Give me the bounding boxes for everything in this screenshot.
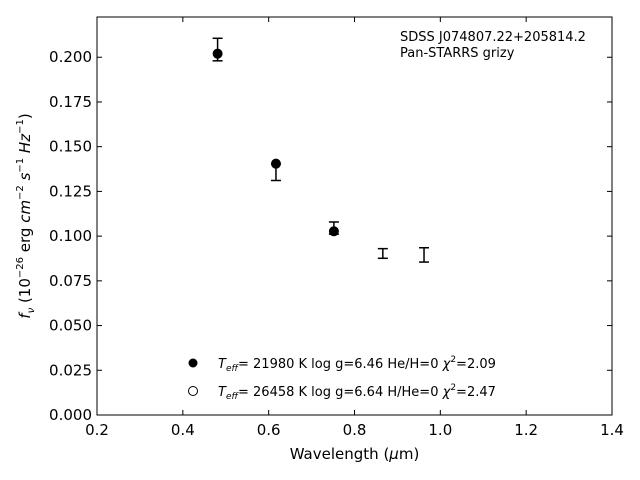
legend-marker-open: [188, 386, 198, 396]
x-tick-label: 1.4: [600, 421, 624, 439]
x-tick-label: 0.8: [343, 421, 367, 439]
error-bar: [419, 247, 430, 263]
error-bar: [377, 247, 388, 260]
x-tick-label: 0.2: [85, 421, 109, 439]
annotation-object-name: SDSS J074807.22+205814.2: [400, 30, 586, 45]
x-tick-label: 0.4: [171, 421, 195, 439]
error-bars: [212, 37, 430, 263]
legend-marker-filled: [188, 358, 198, 368]
y-tick-label: 0.125: [49, 182, 92, 200]
y-tick-label: 0.100: [49, 227, 92, 245]
y-tick-label: 0.075: [49, 272, 92, 290]
y-tick-label: 0.000: [49, 406, 92, 424]
y-tick-label: 0.050: [49, 317, 92, 335]
x-axis-label: Wavelength (μm): [290, 445, 420, 463]
y-tick-label: 0.150: [49, 138, 92, 156]
data-markers: [212, 48, 339, 237]
filled-marker: [270, 158, 281, 169]
filled-marker: [212, 48, 223, 59]
legend-entry-2: Teff= 26458 K log g=6.64 H/He=0 χ2=2.47: [218, 383, 496, 402]
x-tick-label: 1.2: [514, 421, 538, 439]
axis-ticks: 0.2 0.4 0.6 0.8 1.0 1.2 1.4 0.000 0.025 0.050 0.07…: [49, 17, 624, 439]
y-tick-label: 0.025: [49, 361, 92, 379]
y-axis-label: fν (10−26 erg cm−2 s−1 Hz−1): [15, 113, 37, 318]
annotation-survey: Pan-STARRS grizy: [400, 46, 515, 61]
filled-marker: [328, 226, 339, 237]
x-tick-label: 0.6: [257, 421, 281, 439]
y-tick-label: 0.200: [49, 48, 92, 66]
x-tick-label: 1.0: [428, 421, 452, 439]
legend: Teff= 21980 K log g=6.46 He/H=0 χ2=2.09 …: [188, 355, 496, 402]
y-tick-label: 0.175: [49, 93, 92, 111]
legend-entry-1: Teff= 21980 K log g=6.46 He/H=0 χ2=2.09: [218, 355, 496, 374]
plot-frame: [96, 16, 613, 416]
